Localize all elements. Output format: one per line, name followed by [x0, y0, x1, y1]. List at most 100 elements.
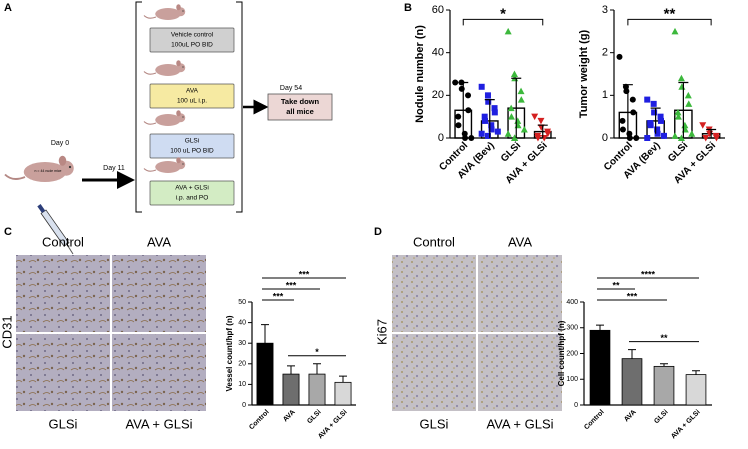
arm-dose: 100 uL i.p.: [177, 98, 207, 105]
endpoint-label: Take down: [281, 97, 320, 106]
data-point: [677, 74, 685, 82]
mouse-icon: [143, 157, 186, 173]
data-point: [465, 92, 472, 99]
data-point: [465, 107, 472, 114]
y-tick-label: 30: [238, 340, 246, 347]
bar: [282, 373, 300, 406]
data-point: [654, 126, 661, 133]
data-point: [658, 117, 665, 124]
error-bar: [313, 363, 321, 375]
day-label: Day 54: [280, 85, 302, 92]
data-point: [650, 100, 657, 107]
data-point: [713, 135, 721, 142]
mouse-icon: [143, 4, 186, 20]
data-point: [531, 113, 539, 121]
mouse-icon: [143, 110, 186, 126]
mouse-body: [23, 162, 67, 182]
data-point: [619, 126, 626, 133]
bar: [621, 358, 643, 406]
y-tick-label: 40: [432, 47, 444, 59]
panel-label: B: [404, 2, 412, 14]
data-point: [488, 126, 495, 133]
data-point: [455, 113, 462, 120]
data-point: [651, 109, 658, 116]
arm-dose: i.p. and PO: [176, 195, 209, 202]
x-tick-label: Control: [583, 409, 606, 432]
error-bar: [458, 81, 469, 138]
data-point: [534, 135, 542, 142]
y-tick-label: 40: [238, 319, 246, 326]
bar: [334, 381, 352, 406]
bar: [685, 374, 707, 406]
data-point: [452, 79, 459, 86]
error-bar: [650, 107, 661, 134]
error-bar: [628, 349, 636, 359]
endpoint-box: [267, 93, 333, 121]
significance-bracket: [627, 18, 712, 26]
significance-label: *: [315, 347, 319, 357]
data-point: [629, 96, 636, 103]
significance-label: **: [612, 280, 620, 290]
y-tick-label: 2: [602, 47, 608, 59]
mouse-ear: [176, 4, 181, 11]
error-bar: [484, 99, 495, 138]
mouse-ear: [176, 157, 181, 164]
data-point: [661, 132, 668, 139]
bar: [256, 342, 274, 406]
endpoint-label: all mice: [286, 107, 314, 116]
y-axis-title: Cell count/hpf (n): [557, 320, 566, 386]
y-tick-label: 50: [238, 299, 246, 306]
data-point: [671, 27, 679, 35]
stain-label: Ki67: [374, 319, 389, 345]
data-point: [657, 113, 664, 120]
data-point: [699, 122, 707, 129]
x-tick-label: AVA: [623, 409, 638, 424]
data-point: [491, 109, 498, 116]
y-tick-label: 10: [238, 381, 246, 388]
data-point: [507, 104, 515, 112]
significance-label: **: [660, 333, 668, 343]
arm-box: [149, 133, 235, 159]
day-label: Day 11: [103, 165, 125, 172]
arm-name: AVA: [186, 88, 199, 95]
data-point: [520, 125, 528, 133]
micrograph: [392, 255, 476, 332]
arm-name: Vehicle control: [171, 32, 214, 39]
data-point: [671, 132, 679, 139]
data-point: [644, 96, 651, 103]
significance-label: ***: [273, 291, 284, 301]
micrograph: [112, 334, 206, 411]
mouse-body: [155, 114, 181, 126]
mouse-body: [155, 161, 181, 173]
micrograph-label: AVA + GLSi: [486, 416, 553, 431]
data-point: [478, 130, 485, 137]
error-bar: [622, 84, 633, 138]
data-point: [685, 100, 693, 107]
data-point: [688, 130, 696, 137]
error-bar: [660, 363, 668, 367]
mouse-icon: [143, 60, 186, 76]
micrograph: [16, 334, 110, 411]
panel-label: D: [374, 226, 382, 238]
y-tick-label: 100: [566, 376, 578, 383]
stain-label: CD31: [0, 315, 14, 348]
mouse-eye: [182, 66, 184, 68]
arm-dose: 100uL PO BID: [171, 42, 213, 49]
mouse-eye: [68, 165, 72, 169]
y-tick-label: 400: [566, 299, 578, 306]
y-tick-label: 60: [432, 4, 444, 16]
error-bar: [261, 324, 269, 344]
mouse-tail: [143, 168, 157, 172]
y-axis-title: Nodule number (n): [414, 25, 426, 123]
micrograph: [16, 255, 110, 332]
syringe-plunger: [37, 204, 46, 213]
data-point: [481, 117, 488, 124]
y-tick-label: 0: [242, 402, 246, 409]
significance-bracket: [462, 18, 544, 26]
data-point: [491, 105, 498, 112]
mouse-note: n = 44 nude mice: [35, 169, 62, 173]
x-tick-label: GLSi: [653, 409, 670, 426]
error-bar: [706, 128, 717, 138]
data-point: [537, 117, 545, 125]
